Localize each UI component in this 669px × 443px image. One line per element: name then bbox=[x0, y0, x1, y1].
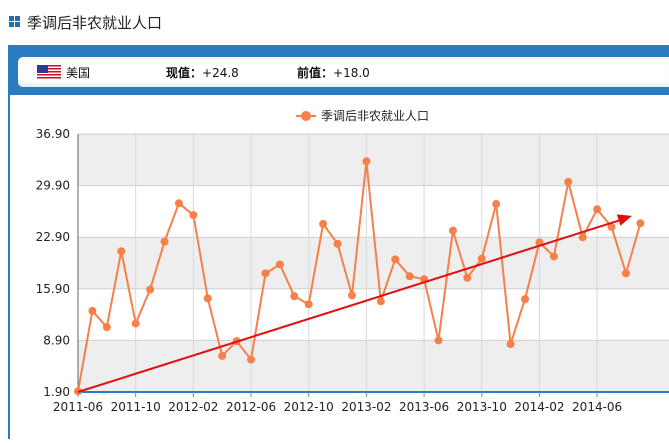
series-line bbox=[77, 161, 642, 392]
chart-area: 季调后非农就业人口 1.90 8.90 15.90 22.90 29.90 36.90 2… bbox=[10, 95, 669, 439]
plot-band bbox=[78, 340, 669, 392]
data-point[interactable] bbox=[88, 306, 97, 315]
data-point[interactable] bbox=[463, 273, 472, 282]
title-bar: 季调后非农就业人口 bbox=[0, 0, 669, 44]
x-tick-label: 2014-02 bbox=[514, 400, 564, 414]
x-tick-label: 2011-10 bbox=[111, 400, 161, 414]
info-bar bbox=[18, 57, 669, 87]
legend: 季调后非农就业人口 bbox=[296, 109, 429, 123]
data-point[interactable] bbox=[347, 291, 356, 300]
previous-number: +18.0 bbox=[333, 66, 370, 80]
plot-band bbox=[78, 134, 669, 186]
data-point[interactable] bbox=[376, 297, 385, 306]
data-point[interactable] bbox=[492, 200, 501, 209]
y-tick-label: 29.90 bbox=[36, 179, 70, 193]
data-point[interactable] bbox=[593, 205, 602, 214]
x-tick-label: 2012-02 bbox=[168, 400, 218, 414]
x-tick-label: 2012-10 bbox=[284, 400, 334, 414]
current-value: 现值：+24.8 bbox=[166, 64, 239, 81]
data-point[interactable] bbox=[304, 300, 313, 309]
data-point[interactable] bbox=[521, 295, 530, 304]
data-point[interactable] bbox=[405, 272, 414, 281]
x-tick-label: 2013-06 bbox=[399, 400, 449, 414]
grid-icon bbox=[9, 16, 20, 27]
x-tick-label: 2012-06 bbox=[226, 400, 276, 414]
legend-label: 季调后非农就业人口 bbox=[321, 109, 429, 123]
data-point[interactable] bbox=[564, 177, 573, 186]
previous-value: 前值：+18.0 bbox=[297, 64, 370, 81]
data-point[interactable] bbox=[477, 254, 486, 263]
us-flag-icon bbox=[37, 65, 61, 80]
line-chart: 季调后非农就业人口 1.90 8.90 15.90 22.90 29.90 36.90 2… bbox=[36, 109, 669, 414]
data-point[interactable] bbox=[203, 294, 212, 303]
data-point[interactable] bbox=[448, 226, 457, 235]
y-tick-label: 22.90 bbox=[36, 230, 70, 244]
x-tick-label: 2011-06 bbox=[53, 400, 103, 414]
trend-arrow-head bbox=[616, 214, 632, 226]
data-point[interactable] bbox=[578, 233, 587, 242]
data-point[interactable] bbox=[621, 269, 630, 278]
data-point[interactable] bbox=[636, 219, 645, 228]
data-point[interactable] bbox=[261, 269, 270, 278]
current-number: +24.8 bbox=[202, 66, 239, 80]
data-point[interactable] bbox=[549, 252, 558, 261]
y-tick-label: 36.90 bbox=[36, 127, 70, 141]
data-point[interactable] bbox=[391, 255, 400, 264]
page-title: 季调后非农就业人口 bbox=[27, 14, 163, 32]
y-tick-label: 8.90 bbox=[43, 333, 70, 347]
x-tick-label: 2013-02 bbox=[341, 400, 391, 414]
data-point[interactable] bbox=[362, 157, 371, 166]
data-point[interactable] bbox=[102, 323, 111, 332]
data-point[interactable] bbox=[189, 211, 198, 220]
data-point[interactable] bbox=[506, 340, 515, 349]
data-point[interactable] bbox=[131, 319, 140, 328]
data-point[interactable] bbox=[146, 285, 155, 294]
x-tick-label: 2013-10 bbox=[457, 400, 507, 414]
current-label: 现值： bbox=[166, 66, 203, 80]
data-point[interactable] bbox=[275, 260, 284, 269]
data-point[interactable] bbox=[117, 247, 126, 256]
plot-band bbox=[78, 237, 669, 289]
country-label: 美国 bbox=[66, 66, 91, 80]
y-tick-label: 15.90 bbox=[36, 282, 70, 296]
data-point[interactable] bbox=[174, 199, 183, 208]
data-point[interactable] bbox=[607, 222, 616, 231]
x-tick-label: 2014-06 bbox=[572, 400, 622, 414]
data-point[interactable] bbox=[319, 219, 328, 228]
data-point[interactable] bbox=[160, 237, 169, 246]
data-point[interactable] bbox=[218, 351, 227, 360]
legend-dot-marker bbox=[301, 111, 311, 121]
data-point[interactable] bbox=[333, 239, 342, 248]
y-tick-label: 1.90 bbox=[43, 385, 70, 399]
data-point[interactable] bbox=[290, 292, 299, 301]
previous-label: 前值： bbox=[297, 66, 334, 80]
data-point[interactable] bbox=[434, 336, 443, 345]
trend-arrow-line bbox=[77, 217, 627, 393]
data-point[interactable] bbox=[247, 355, 256, 364]
